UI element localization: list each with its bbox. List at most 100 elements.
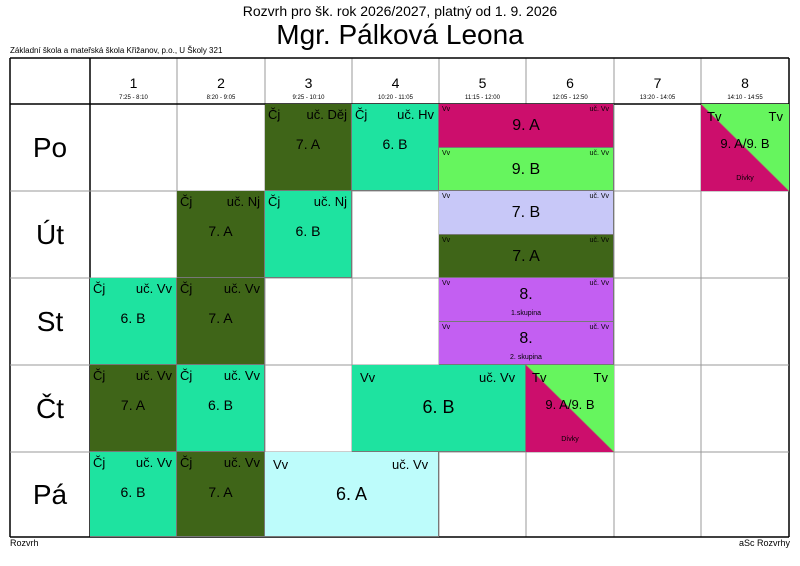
period-time: 14:10 - 14:55 (727, 95, 763, 101)
lesson-class: 7. A (208, 484, 233, 500)
pe-class: 9. A/9. B (720, 136, 770, 151)
lesson-room: uč. Vv (589, 106, 609, 113)
lesson-room: uč. Nj (313, 194, 347, 209)
day-label-1: Út (36, 218, 64, 250)
lesson-subject: Vv (360, 370, 376, 385)
pe-note: Dívky (561, 436, 579, 443)
lesson-class: 7. A (512, 248, 540, 265)
lesson-card[interactable]: Vv uč. Vv 6. A (265, 452, 439, 537)
lesson-subject: Vv (442, 106, 451, 113)
lesson-subject: Čj (268, 107, 281, 122)
period-number: 6 (566, 75, 574, 91)
day-label-3: Čt (36, 392, 64, 424)
lesson-class: 6. B (208, 397, 233, 413)
period-header-4: 4 10:20 - 11:05 (352, 58, 439, 104)
period-number: 2 (217, 75, 225, 91)
lesson-card[interactable]: Čj uč. Nj 6. B (265, 191, 352, 278)
lesson-card[interactable]: Čj uč. Vv 6. B (90, 452, 177, 537)
period-header-2: 2 8:20 - 9:05 (177, 58, 265, 104)
pe-subject-left: Tv (532, 370, 547, 385)
period-time: 10:20 - 11:05 (378, 95, 413, 101)
lesson-subject: Čj (268, 194, 281, 209)
lesson-class: 6. B (120, 484, 146, 500)
lesson-class: 8. (519, 286, 533, 303)
lesson-card[interactable]: Čj uč. Vv 7. A (177, 452, 265, 537)
lesson-room: uč. Vv (589, 237, 609, 244)
lesson-card[interactable]: Čj uč. Hv 6. B (352, 104, 439, 191)
lesson-room: uč. Hv (397, 107, 434, 122)
lesson-subject: Čj (355, 107, 368, 122)
lesson-class: 7. A (208, 223, 233, 239)
lesson-subject: Čj (180, 194, 193, 209)
lesson-subject: Čj (93, 368, 106, 383)
lesson-room: uč. Vv (135, 281, 172, 296)
lesson-card[interactable]: Vv uč. Vv 8. 2. skupina (439, 322, 614, 365)
lesson-class: 9. A (512, 117, 540, 134)
day-label-2: St (36, 305, 64, 337)
period-number: 8 (741, 75, 749, 91)
lesson-subject: Vv (442, 150, 451, 157)
period-header-7: 7 13:20 - 14:05 (614, 58, 701, 104)
lesson-room: uč. Vv (589, 193, 609, 200)
pe-subject-right: Tv (593, 370, 608, 385)
lesson-room: uč. Vv (223, 455, 260, 470)
lesson-card[interactable]: Čj uč. Vv 7. A (90, 365, 177, 452)
lesson-room: uč. Vv (392, 457, 429, 472)
period-header-3: 3 9:25 - 10:10 (265, 58, 352, 104)
period-number: 3 (304, 75, 313, 91)
teacher-name: Mgr. Pálková Leona (276, 19, 524, 50)
lesson-subject: Čj (93, 455, 106, 470)
lesson-subject: Vv (442, 193, 451, 200)
lesson-room: uč. Vv (135, 368, 172, 383)
period-time: 7:25 - 8:10 (119, 95, 148, 101)
period-header-8: 8 14:10 - 14:55 (701, 58, 789, 104)
lesson-class: 6. B (422, 397, 455, 417)
lesson-group: 1.skupina (511, 310, 541, 317)
lesson-card[interactable]: Čj uč. Vv 6. B (177, 365, 265, 452)
lesson-class: 6. A (335, 484, 368, 504)
lesson-room: uč. Vv (589, 280, 609, 287)
lesson-subject: Čj (180, 455, 193, 470)
pe-lesson-card[interactable]: Tv Tv 9. A/9. B Dívky (701, 104, 789, 191)
lesson-card[interactable]: Čj uč. Děj 7. A (265, 104, 352, 191)
period-header-5: 5 11:15 - 12:00 (439, 58, 526, 104)
lesson-class: 7. A (120, 397, 146, 413)
lesson-card[interactable]: Čj uč. Vv 6. B (90, 278, 177, 365)
lesson-card[interactable]: Čj uč. Vv 7. A (177, 278, 265, 365)
period-time: 12:05 - 12:50 (552, 95, 588, 101)
lesson-class: 7. A (208, 310, 233, 326)
lesson-card[interactable]: Vv uč. Vv 8. 1.skupina (439, 278, 614, 322)
lesson-subject: Čj (93, 281, 106, 296)
lesson-card[interactable]: Čj uč. Nj 7. A (177, 191, 265, 278)
pe-subject-left: Tv (707, 109, 722, 124)
lesson-room: uč. Vv (223, 368, 260, 383)
pe-class: 9. A/9. B (545, 397, 595, 412)
lesson-card[interactable]: Vv uč. Vv 9. B (439, 148, 614, 191)
pe-lesson-card[interactable]: Tv Tv 9. A/9. B Dívky (526, 365, 614, 452)
lesson-class: 7. A (295, 136, 321, 152)
pe-subject-right: Tv (768, 109, 783, 124)
period-number: 4 (391, 75, 400, 91)
footer-left-label: Rozvrh (10, 538, 39, 548)
footer-right-label: aSc Rozvrhy (738, 538, 790, 548)
lesson-class: 6. B (382, 136, 408, 152)
day-label-0: Po (32, 131, 68, 163)
period-time: 13:20 - 14:05 (639, 95, 676, 101)
period-number: 5 (478, 75, 487, 91)
period-time: 8:20 - 9:05 (206, 95, 236, 101)
lesson-subject: Čj (180, 281, 193, 296)
day-label-4: Pá (32, 478, 68, 510)
lesson-card[interactable]: Vv uč. Vv 6. B (352, 365, 526, 452)
lesson-card[interactable]: Vv uč. Vv 7. B (439, 191, 614, 235)
lesson-room: uč. Nj (226, 194, 260, 209)
lesson-class: 6. B (120, 310, 146, 326)
lesson-class: 9. B (511, 161, 541, 178)
lesson-card[interactable]: Vv uč. Vv 7. A (439, 235, 614, 278)
lesson-room: uč. Vv (135, 455, 172, 470)
lesson-room: uč. Vv (589, 324, 609, 331)
period-time: 11:15 - 12:00 (465, 95, 500, 101)
lesson-card[interactable]: Vv uč. Vv 9. A (439, 104, 614, 148)
lesson-class: 8. (519, 330, 533, 347)
lesson-room: uč. Vv (223, 281, 260, 296)
